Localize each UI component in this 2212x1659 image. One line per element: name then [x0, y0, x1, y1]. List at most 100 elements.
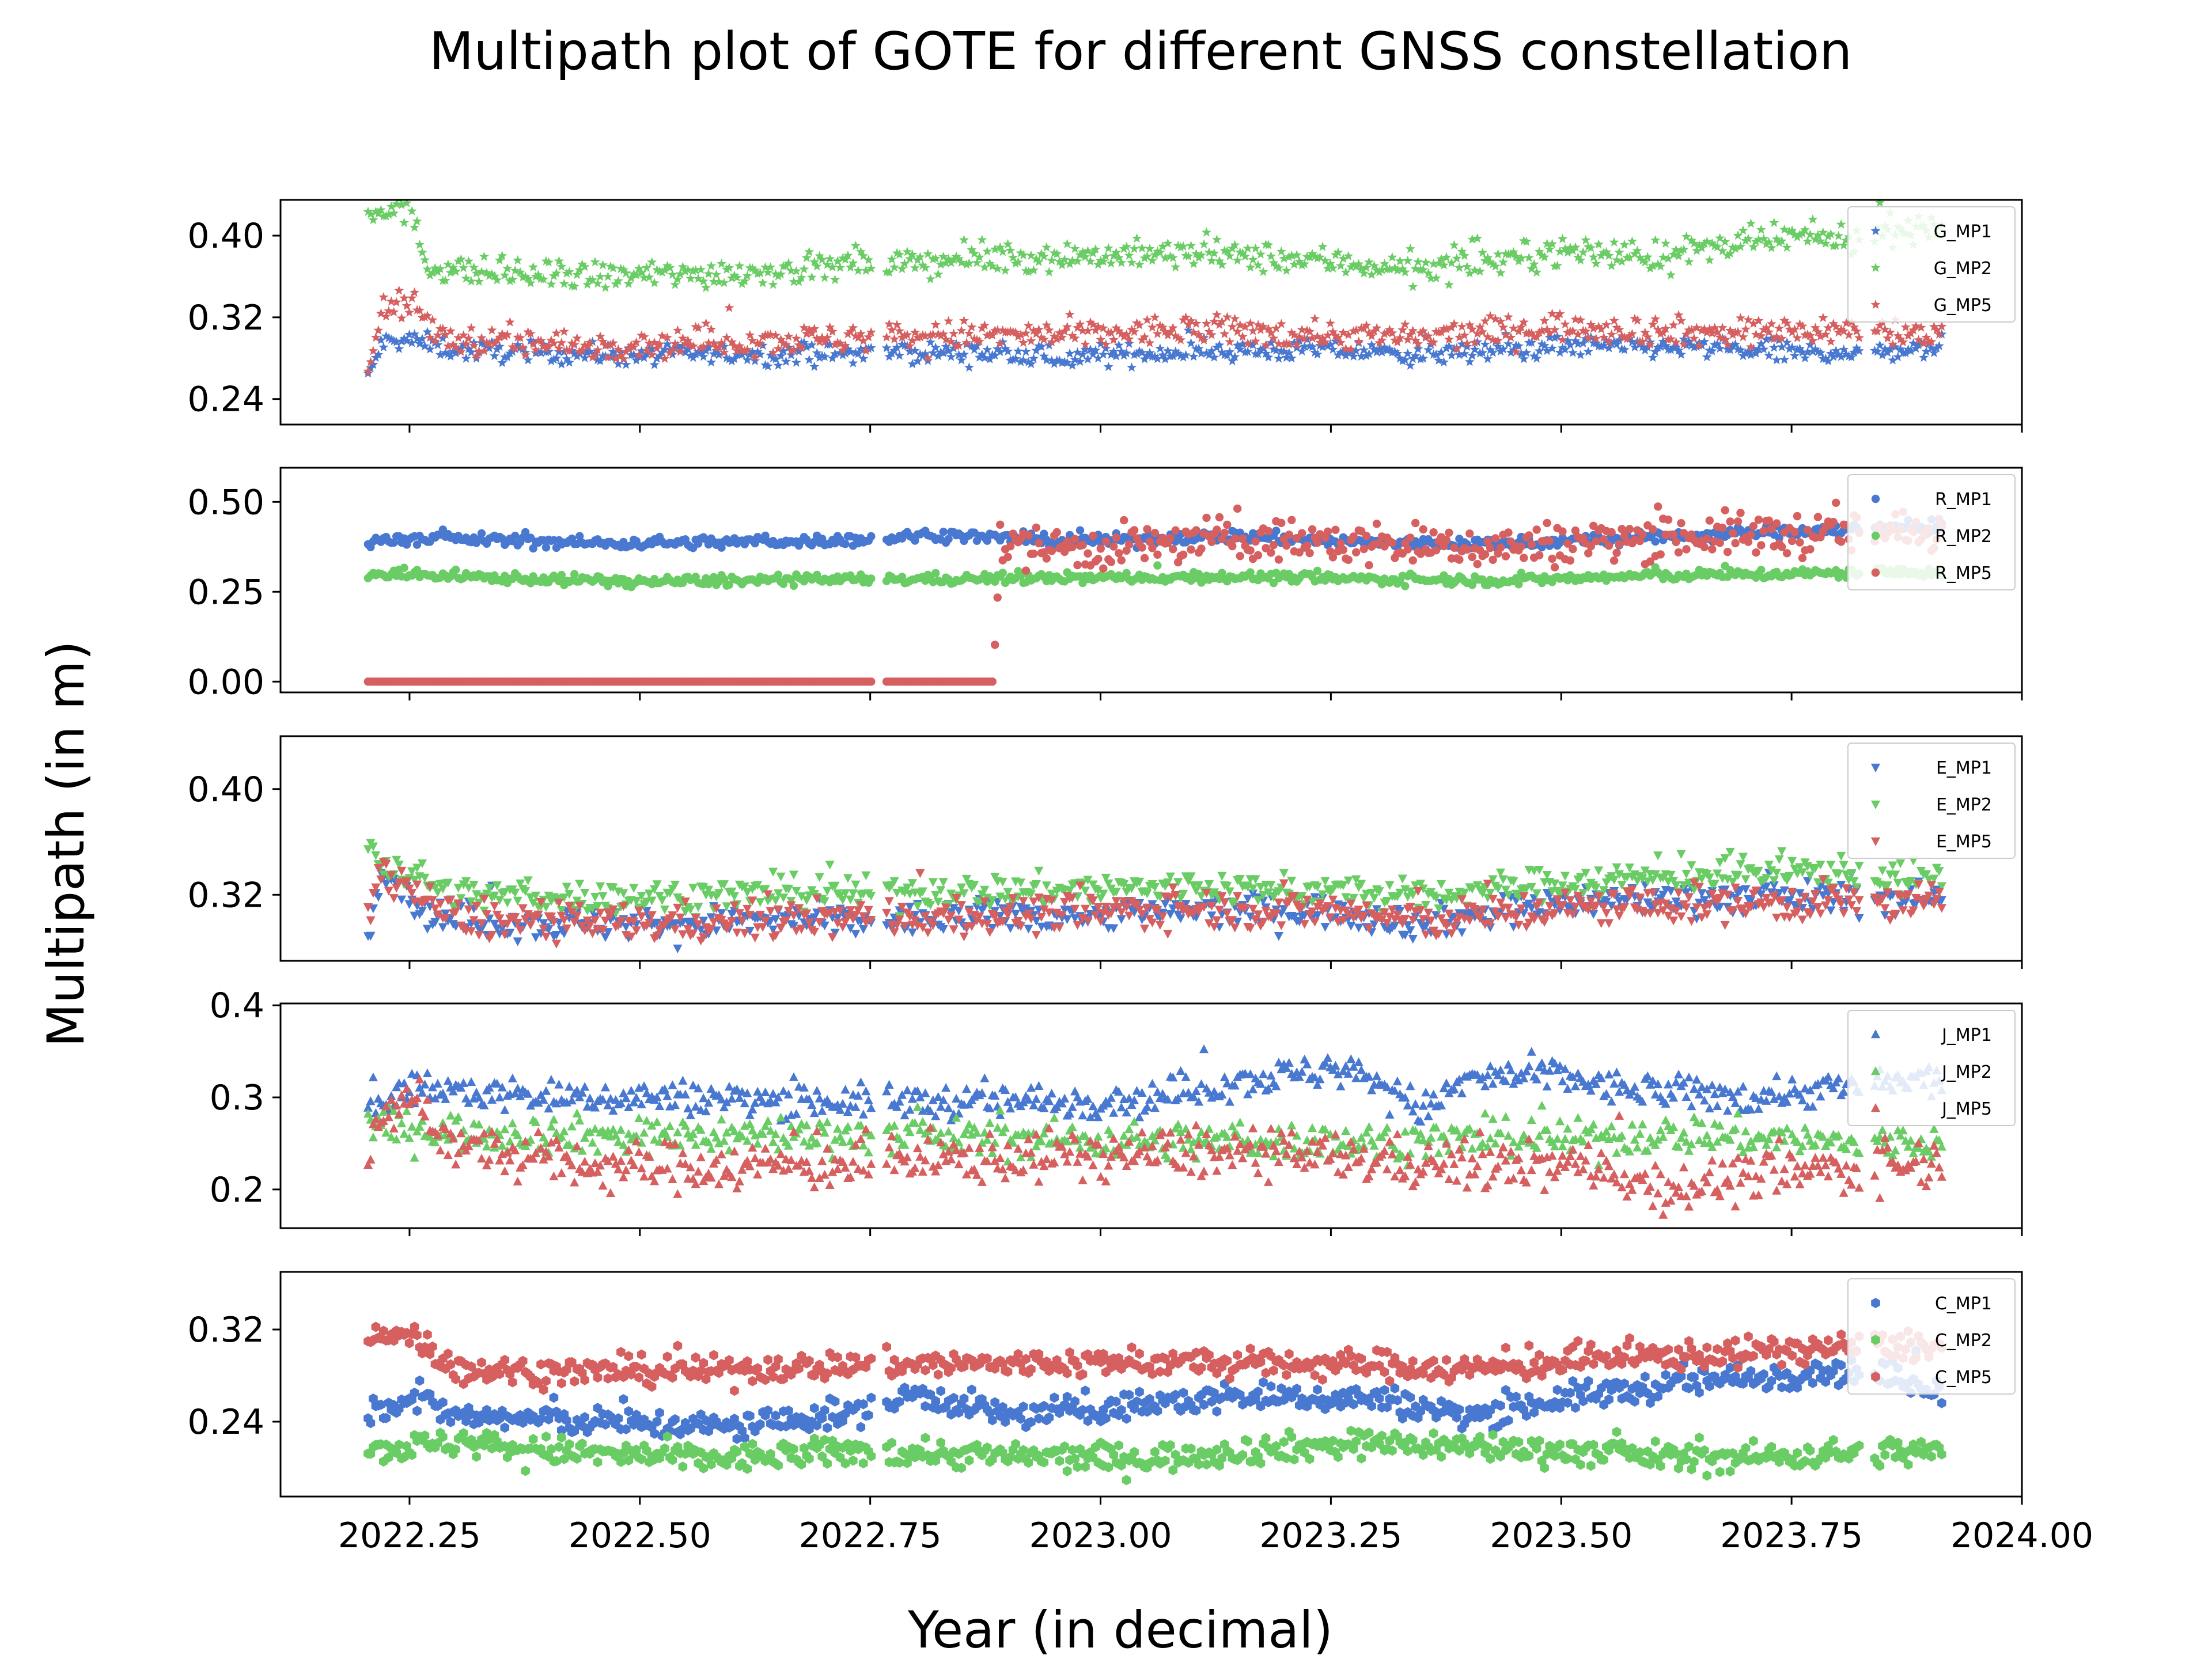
data-point	[1160, 326, 1171, 336]
data-point	[1762, 882, 1771, 892]
data-point	[1581, 326, 1591, 336]
data-point	[582, 916, 592, 926]
data-point	[729, 892, 739, 902]
data-point	[1013, 331, 1024, 341]
data-point	[1085, 344, 1096, 354]
data-point	[1469, 344, 1480, 354]
data-point	[1717, 245, 1728, 256]
data-point	[949, 328, 959, 338]
data-point	[1245, 912, 1255, 922]
data-point	[588, 904, 597, 913]
data-point	[608, 883, 618, 892]
data-point	[1740, 324, 1751, 334]
data-point	[1178, 352, 1188, 362]
data-point	[866, 327, 876, 337]
data-point	[820, 351, 830, 361]
data-point	[1385, 881, 1395, 890]
data-point	[675, 346, 685, 356]
data-point	[1323, 330, 1333, 340]
data-point	[412, 216, 422, 226]
data-point	[1202, 513, 1211, 522]
data-point	[1070, 354, 1080, 364]
data-point	[1230, 240, 1240, 249]
data-point	[667, 344, 677, 354]
data-point	[1686, 325, 1696, 335]
data-point	[516, 879, 525, 889]
data-point	[1658, 336, 1668, 346]
data-point	[1851, 343, 1862, 353]
data-point	[1581, 334, 1591, 343]
data-point	[450, 342, 461, 352]
data-point	[1057, 332, 1067, 342]
data-point	[1366, 270, 1377, 279]
data-point	[1429, 528, 1438, 537]
data-point	[1130, 526, 1139, 535]
data-point	[1619, 344, 1630, 354]
data-point	[1209, 248, 1219, 258]
data-point	[1359, 268, 1369, 278]
data-point	[536, 347, 546, 357]
data-point	[768, 868, 778, 877]
data-point	[939, 528, 948, 536]
data-point	[1307, 248, 1317, 259]
data-point	[1699, 324, 1710, 334]
data-point	[1323, 527, 1332, 536]
data-point	[1514, 580, 1523, 589]
data-point	[1362, 532, 1371, 540]
data-point	[1293, 533, 1301, 543]
data-point	[1421, 900, 1431, 910]
data-point	[1459, 251, 1469, 260]
data-point	[1284, 339, 1294, 349]
data-point	[556, 261, 567, 271]
data-point	[595, 882, 605, 891]
data-point	[574, 346, 585, 357]
data-point	[1769, 342, 1779, 352]
data-point	[1268, 333, 1279, 343]
data-point	[1826, 906, 1836, 915]
data-point	[396, 336, 407, 346]
data-point	[1581, 869, 1590, 878]
data-point	[725, 580, 734, 589]
data-point	[1638, 874, 1647, 884]
data-point	[1127, 362, 1137, 372]
data-point	[688, 341, 698, 351]
data-point	[365, 357, 376, 366]
data-point	[422, 925, 433, 934]
data-point	[543, 257, 554, 267]
data-point	[1033, 324, 1044, 334]
data-point	[611, 354, 621, 363]
data-point	[1527, 540, 1536, 549]
data-point	[1747, 531, 1755, 539]
data-point	[1831, 240, 1841, 250]
data-point	[1509, 877, 1518, 887]
data-point	[1405, 244, 1415, 253]
data-point	[1397, 355, 1408, 365]
data-point	[889, 262, 900, 272]
data-point	[866, 892, 876, 901]
data-point	[979, 353, 990, 362]
data-point	[1333, 350, 1343, 359]
data-point	[979, 262, 990, 272]
data-point	[941, 334, 951, 344]
data-point	[911, 536, 919, 545]
data-point	[495, 896, 505, 905]
data-point	[1335, 338, 1346, 347]
data-point	[685, 905, 695, 915]
data-point	[513, 918, 522, 928]
data-point	[1291, 342, 1302, 353]
data-point	[466, 323, 476, 332]
data-point	[863, 343, 874, 353]
data-point	[823, 887, 832, 896]
data-point	[907, 335, 918, 345]
data-point	[1929, 321, 1939, 331]
data-point	[528, 899, 538, 908]
data-point	[884, 267, 895, 277]
data-point	[757, 332, 768, 342]
data-point	[1674, 548, 1683, 557]
data-point	[579, 262, 590, 271]
data-point	[1464, 357, 1475, 366]
data-point	[1656, 328, 1666, 338]
data-point	[757, 340, 768, 350]
data-point	[1702, 236, 1712, 246]
